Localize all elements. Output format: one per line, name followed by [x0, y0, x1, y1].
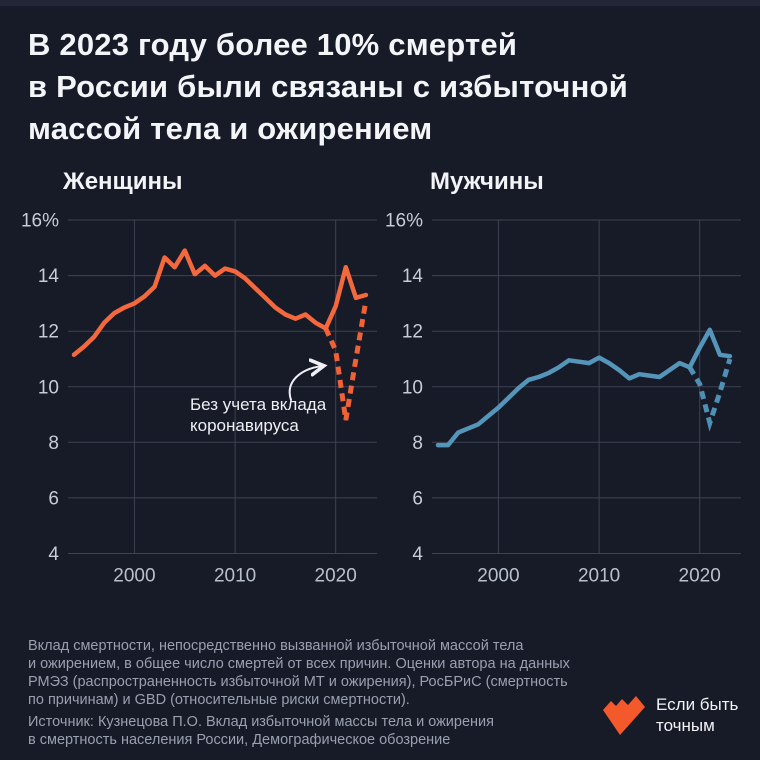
women-ytick-label: 10 [38, 377, 59, 398]
tochno-heart-icon [603, 696, 645, 735]
men-line-without-covid [687, 358, 733, 432]
chart-women: Женщины 16% 14 12 10 8 6 4 2000 2010 2020 Без уче… [20, 166, 392, 618]
women-line-without-covid [323, 300, 369, 421]
chart-women-title: Женщины [63, 168, 183, 195]
women-line-total [71, 248, 369, 358]
men-line-total [435, 327, 733, 448]
women-ytick-label: 4 [48, 544, 59, 565]
men-ytick-label: 12 [402, 322, 423, 343]
footnote: Вклад смертности, непосредственно вызван… [28, 637, 570, 709]
annotation-arrow-icon [288, 354, 345, 401]
men-ytick-label: 4 [412, 544, 423, 565]
men-ytick-label: 16% [385, 211, 423, 232]
men-xtick-label: 2010 [578, 566, 620, 587]
source-line: Источник: Кузнецова П.О. Вклад избыточно… [28, 713, 494, 748]
women-xtick-label: 2000 [113, 566, 155, 587]
men-xtick-label: 2020 [679, 566, 721, 587]
brand-logo-text: Если быть точным [656, 695, 739, 735]
women-ytick-label: 8 [48, 433, 59, 454]
women-chart-plot: 16% 14 12 10 8 6 4 2000 2010 2020 [21, 211, 377, 587]
brand-logo: Если быть точным [602, 692, 752, 740]
women-ytick-label: 6 [48, 488, 59, 509]
women-xtick-label: 2020 [315, 566, 357, 587]
men-ytick-label: 10 [402, 377, 423, 398]
men-ytick-label: 6 [412, 488, 423, 509]
annotation-no-covid: Без учета вклада коронавируса [190, 395, 327, 435]
men-xtick-label: 2000 [477, 566, 519, 587]
chart-men-title: Мужчины [430, 168, 544, 195]
top-edge-artifact [0, 0, 760, 6]
chart-men: Мужчины 16% 14 12 10 8 6 4 2000 2010 2020 [384, 166, 756, 618]
women-ytick-label: 14 [38, 266, 60, 287]
men-ytick-label: 14 [402, 266, 424, 287]
women-ytick-label: 12 [38, 322, 59, 343]
page-title: В 2023 году более 10% смертей в России б… [28, 27, 628, 146]
women-xtick-label: 2010 [214, 566, 256, 587]
women-ytick-label: 16% [21, 211, 59, 232]
men-chart-plot: 16% 14 12 10 8 6 4 2000 2010 2020 [385, 211, 741, 587]
men-ytick-label: 8 [412, 433, 423, 454]
